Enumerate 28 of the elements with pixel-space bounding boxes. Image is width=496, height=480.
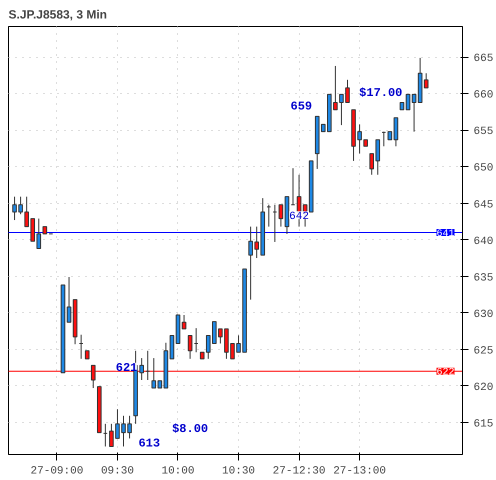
y-tick-label: 645 (474, 199, 494, 212)
candlestick (188, 334, 192, 360)
x-tick-label: 09:30 (100, 466, 134, 478)
chart-title: S.JP.J8583, 3 Min (8, 8, 108, 22)
y-tick-label: 665 (474, 53, 494, 66)
x-tick-label: 27-12:30 (272, 466, 326, 478)
annotation: 613 (138, 436, 160, 451)
y-tick-label: 655 (474, 126, 494, 138)
candlestick (90, 364, 96, 389)
annotation: 621 (116, 360, 138, 375)
x-tick-label: 10:00 (161, 466, 195, 478)
y-tick-label: 615 (474, 418, 494, 430)
y-tick-label: 660 (474, 90, 494, 102)
y-tick-label: 635 (474, 272, 494, 284)
annotation: 642 (289, 211, 309, 224)
annotation: $17.00 (359, 86, 402, 100)
x-tick-label: 27-09:00 (30, 466, 84, 478)
y-tick-label: 640 (474, 236, 494, 248)
y-tick-label: 625 (474, 345, 494, 358)
ref-line-label: 622 (436, 368, 455, 379)
y-tick-label: 620 (474, 382, 494, 394)
ref-line-label: 641 (436, 228, 455, 240)
y-tick-label: 650 (474, 162, 494, 175)
x-tick-label: 10:30 (222, 466, 256, 478)
annotation: $8.00 (172, 422, 208, 436)
x-tick-label: 27-13:00 (333, 466, 386, 478)
annotation: 659 (290, 100, 312, 114)
y-tick-label: 630 (474, 308, 494, 321)
